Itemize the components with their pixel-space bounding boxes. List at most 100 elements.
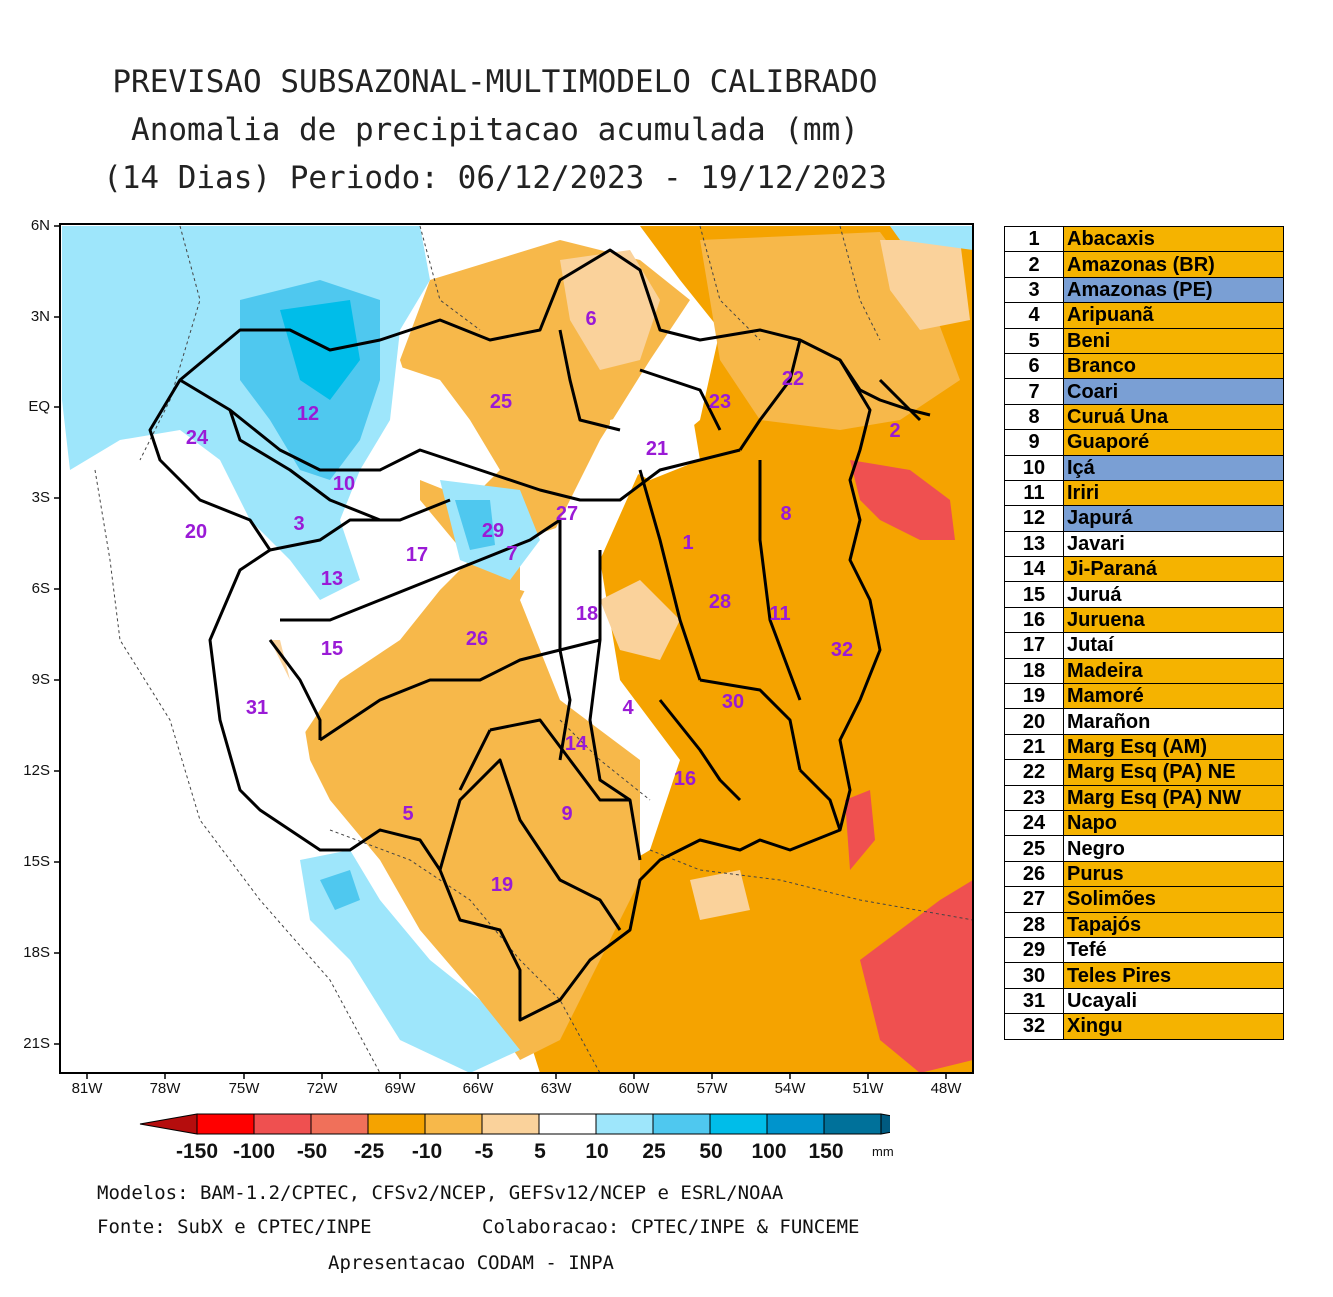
basin-label: 13	[321, 568, 343, 590]
legend-row: 7 Coari	[1004, 378, 1284, 405]
legend-row: 5 Beni	[1004, 327, 1284, 354]
colorbar-label: 150	[808, 1140, 844, 1163]
legend-number: 13	[1004, 530, 1064, 558]
lon-label: 54W	[774, 1080, 806, 1097]
legend-number: 30	[1004, 962, 1064, 989]
legend-number: 25	[1004, 835, 1064, 862]
legend-row: 32 Xingu	[1004, 1013, 1284, 1040]
colorbar-label: -50	[296, 1140, 328, 1163]
colorbar-label: -100	[232, 1140, 276, 1163]
legend-row: 23 Marg Esq (PA) NW	[1004, 784, 1284, 811]
legend-number: 15	[1004, 581, 1064, 608]
legend-number: 29	[1004, 936, 1064, 964]
legend-basin-name: Marg Esq (PA) NW	[1063, 784, 1284, 811]
legend-row: 3 Amazonas (PE)	[1004, 276, 1284, 304]
legend-basin-name: Amazonas (PE)	[1063, 276, 1284, 304]
legend-number: 31	[1004, 987, 1064, 1015]
colorbar-label: 25	[642, 1140, 666, 1163]
basin-legend-table: 1 Abacaxis 2 Amazonas (BR) 3 Amazonas (PE) 4 Ar…	[1004, 225, 1284, 1040]
basin-label: 3	[293, 513, 304, 535]
colorbar-unit: mm	[872, 1144, 894, 1159]
basin-label: 21	[646, 438, 668, 460]
colorbar-label: 100	[751, 1140, 787, 1163]
basin-label: 24	[186, 427, 209, 449]
legend-basin-name: Purus	[1063, 860, 1284, 888]
colorbar-cell	[766, 1113, 825, 1135]
anomaly-blue-sw	[300, 850, 520, 1073]
legend-row: 4 Aripuanã	[1004, 302, 1284, 329]
basin-label: 31	[246, 697, 268, 719]
colorbar-cell	[424, 1113, 483, 1135]
legend-basin-name: Curuá Una	[1063, 403, 1284, 431]
lat-label: 9S	[31, 671, 50, 688]
lon-label: 51W	[852, 1080, 884, 1097]
legend-number: 14	[1004, 556, 1064, 583]
legend-number: 16	[1004, 606, 1064, 634]
basin-label: 29	[482, 520, 504, 542]
legend-row: 9 Guaporé	[1004, 429, 1284, 456]
legend-number: 12	[1004, 505, 1064, 532]
legend-row: 19 Mamoré	[1004, 683, 1284, 710]
colorbar-label: -150	[175, 1140, 219, 1163]
colorbar	[139, 1113, 890, 1135]
legend-number: 11	[1004, 479, 1064, 507]
anomaly-red-east	[850, 460, 955, 540]
legend-number: 18	[1004, 657, 1064, 685]
basin-label: 2	[889, 420, 900, 442]
legend-row: 27 Solimões	[1004, 886, 1284, 913]
legend-row: 8 Curuá Una	[1004, 403, 1284, 431]
anomaly-blue-center-dark	[455, 500, 495, 550]
legend-basin-name: Japurá	[1063, 505, 1284, 532]
lon-label: 72W	[306, 1080, 338, 1097]
legend-number: 2	[1004, 251, 1064, 278]
basin-labels: 1 2 3 4 5 6 7 8 9 10 11 12 13 14 15 16 1…	[185, 308, 901, 896]
anomaly-tan-north	[560, 250, 660, 370]
basin-label: 20	[185, 521, 207, 543]
basin-label: 17	[406, 544, 428, 566]
legend-basin-name: Branco	[1063, 352, 1284, 380]
legend-number: 1	[1004, 225, 1064, 253]
map-subtitle: Anomalia de precipitacao acumulada (mm)	[131, 112, 859, 148]
colorbar-cell	[538, 1113, 597, 1135]
legend-number: 26	[1004, 860, 1064, 888]
legend-row: 11 Iriri	[1004, 479, 1284, 507]
legend-number: 3	[1004, 276, 1064, 304]
colorbar-cell	[139, 1113, 198, 1135]
legend-number: 21	[1004, 733, 1064, 761]
basin-label: 26	[466, 628, 488, 650]
colorbar-label: -5	[474, 1140, 494, 1163]
legend-basin-name: Ucayali	[1063, 987, 1284, 1015]
legend-basin-name: Beni	[1063, 327, 1284, 354]
lon-label: 48W	[930, 1080, 962, 1097]
lat-label: 18S	[23, 944, 50, 961]
legend-basin-name: Javari	[1063, 530, 1284, 558]
legend-row: 31 Ucayali	[1004, 987, 1284, 1015]
legend-row: 13 Javari	[1004, 530, 1284, 558]
anomaly-tan-south	[690, 870, 750, 920]
anomaly-blue-east-coast	[890, 226, 973, 250]
legend-basin-name: Iriri	[1063, 479, 1284, 507]
basin-label: 11	[769, 603, 790, 625]
legend-basin-name: Ji-Paraná	[1063, 556, 1284, 583]
legend-number: 7	[1004, 378, 1064, 405]
anomaly-tan-ne	[880, 240, 970, 330]
legend-number: 23	[1004, 784, 1064, 811]
country-borders	[94, 225, 974, 1074]
basin-label: 18	[576, 603, 598, 625]
colorbar-label: 5	[534, 1140, 546, 1163]
footer-collab: Colaboracao: CPTEC/INPE & FUNCEME	[482, 1216, 860, 1238]
lat-label: 6S	[31, 580, 50, 597]
legend-row: 17 Jutaí	[1004, 632, 1284, 659]
legend-number: 17	[1004, 632, 1064, 659]
anomaly-blue-sw-mid	[320, 870, 360, 910]
anomaly-blue-nw-dark	[280, 300, 360, 400]
basin-label: 12	[297, 403, 319, 425]
basin-label: 30	[722, 691, 744, 713]
legend-row: 10 Içá	[1004, 454, 1284, 481]
colorbar-cell	[196, 1113, 255, 1135]
lon-label: 60W	[618, 1080, 650, 1097]
footer-source: Fonte: SubX e CPTEC/INPE	[97, 1216, 372, 1238]
lon-label: 63W	[540, 1080, 572, 1097]
legend-number: 22	[1004, 759, 1064, 786]
lat-label: 15S	[23, 853, 50, 870]
